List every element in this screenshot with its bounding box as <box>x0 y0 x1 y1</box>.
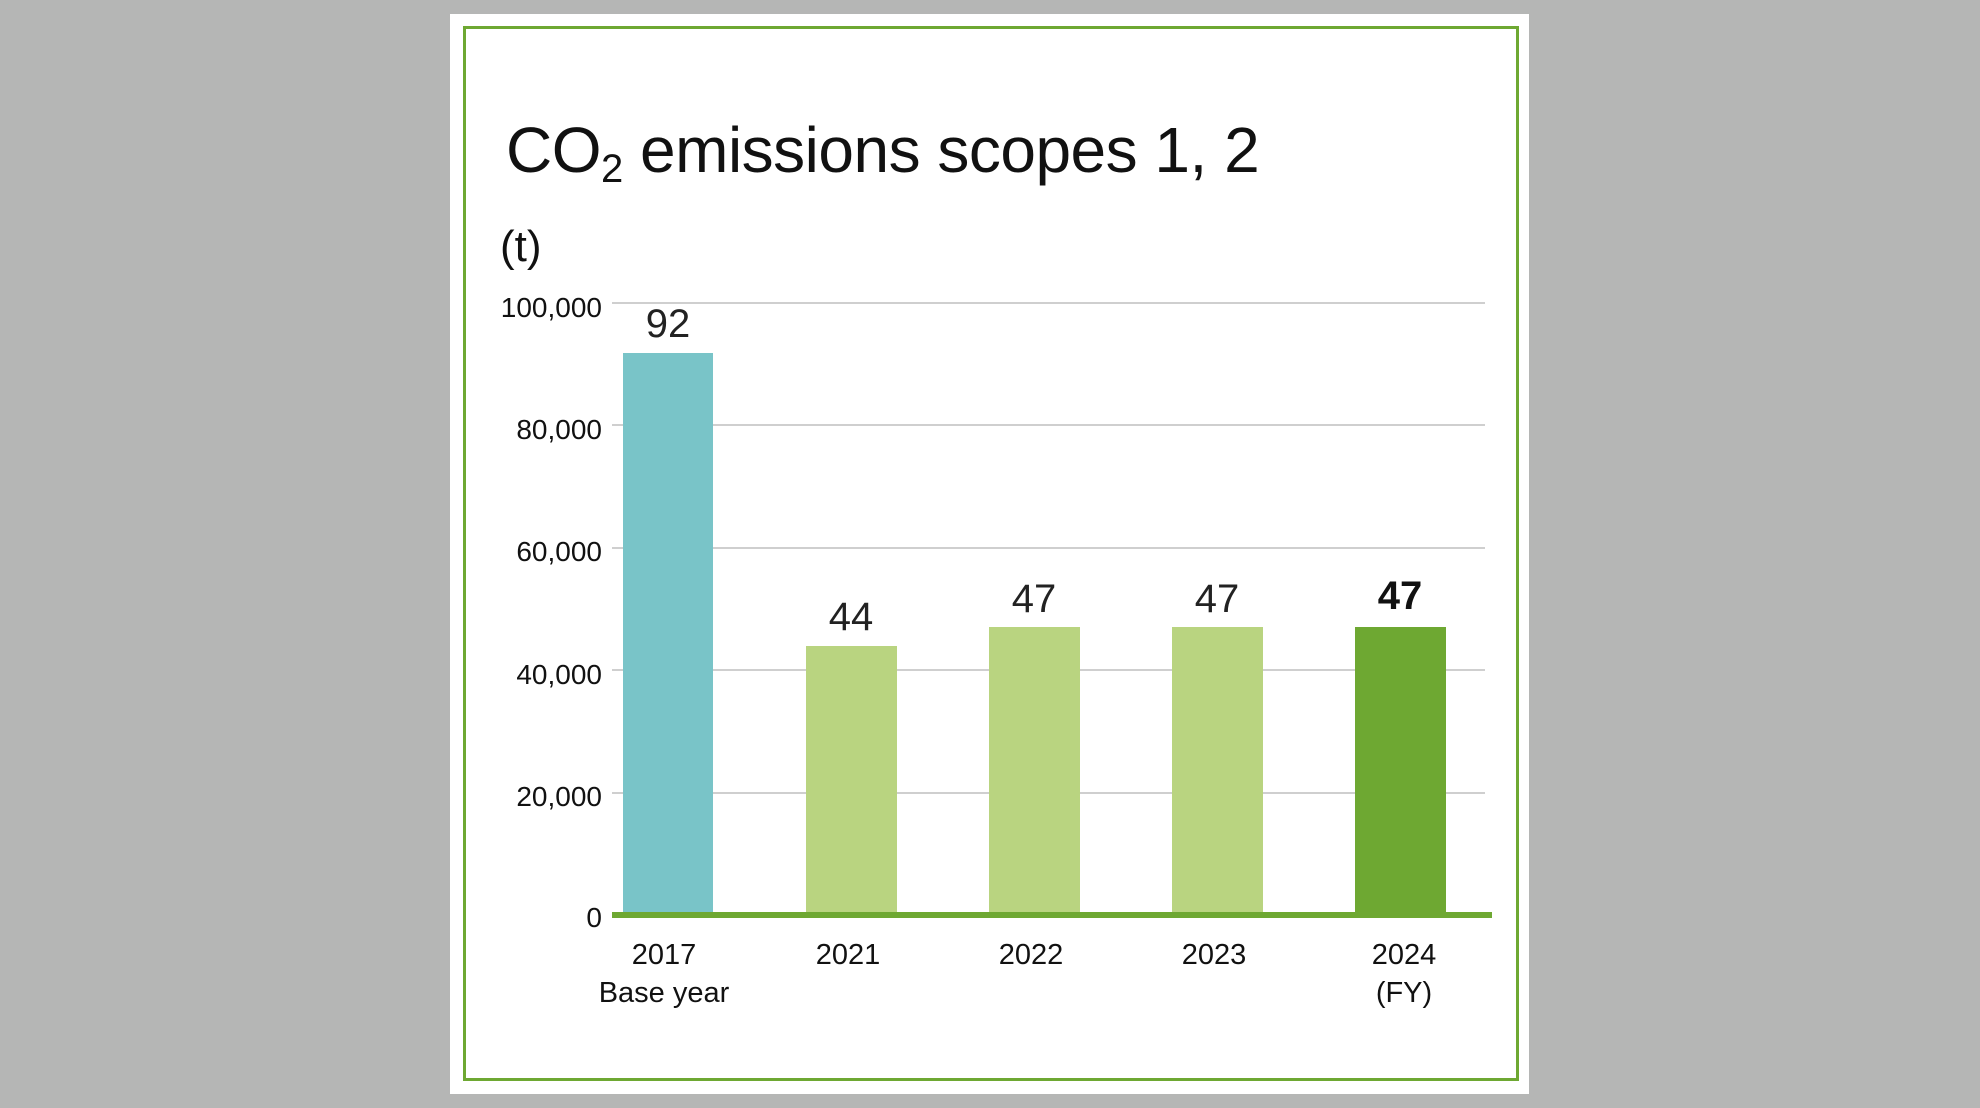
bar-2022 <box>989 627 1080 915</box>
x-label-year: 2017 <box>631 939 697 971</box>
x-label-year: 2024 <box>1371 939 1437 971</box>
x-label-sub: (FY) <box>1375 977 1433 1009</box>
y-tick: 60,000 <box>516 536 602 567</box>
bar-2024 <box>1355 627 1446 915</box>
title-prefix: CO <box>506 114 602 186</box>
bar-2023 <box>1172 627 1263 915</box>
chart-frame <box>463 26 1519 1081</box>
x-label: 2017 Base year <box>574 936 754 1012</box>
gridline <box>612 424 1485 426</box>
bar-2021 <box>806 646 897 915</box>
x-label-year: 2021 <box>815 939 881 971</box>
chart-title: CO2 emissions scopes 1, 2 <box>506 110 1260 209</box>
x-axis-line <box>612 912 1492 918</box>
y-tick: 40,000 <box>516 659 602 690</box>
y-tick: 80,000 <box>516 414 602 445</box>
title-suffix: emissions scopes 1, 2 <box>622 114 1260 186</box>
y-tick: 100,000 <box>500 292 602 323</box>
x-label-year: 2023 <box>1181 939 1247 971</box>
bar-2017 <box>623 353 713 915</box>
x-label-year: 2022 <box>998 939 1064 971</box>
gridline <box>612 302 1485 304</box>
y-tick: 0 <box>586 902 602 933</box>
value-label-current: 47 <box>1377 574 1423 618</box>
value-label: 47 <box>1194 577 1240 621</box>
value-label: 92 <box>645 302 691 346</box>
gridline <box>612 547 1485 549</box>
x-label-sub: Base year <box>598 977 730 1009</box>
x-label: 2021 <box>758 936 938 974</box>
x-label: 2024 (FY) <box>1314 936 1494 1012</box>
x-label: 2022 <box>941 936 1121 974</box>
value-label: 47 <box>1011 577 1057 621</box>
x-label: 2023 <box>1124 936 1304 974</box>
unit-label: (t) <box>500 222 542 271</box>
y-tick: 20,000 <box>516 781 602 812</box>
value-label: 44 <box>828 595 874 639</box>
title-subscript: 2 <box>601 147 623 191</box>
